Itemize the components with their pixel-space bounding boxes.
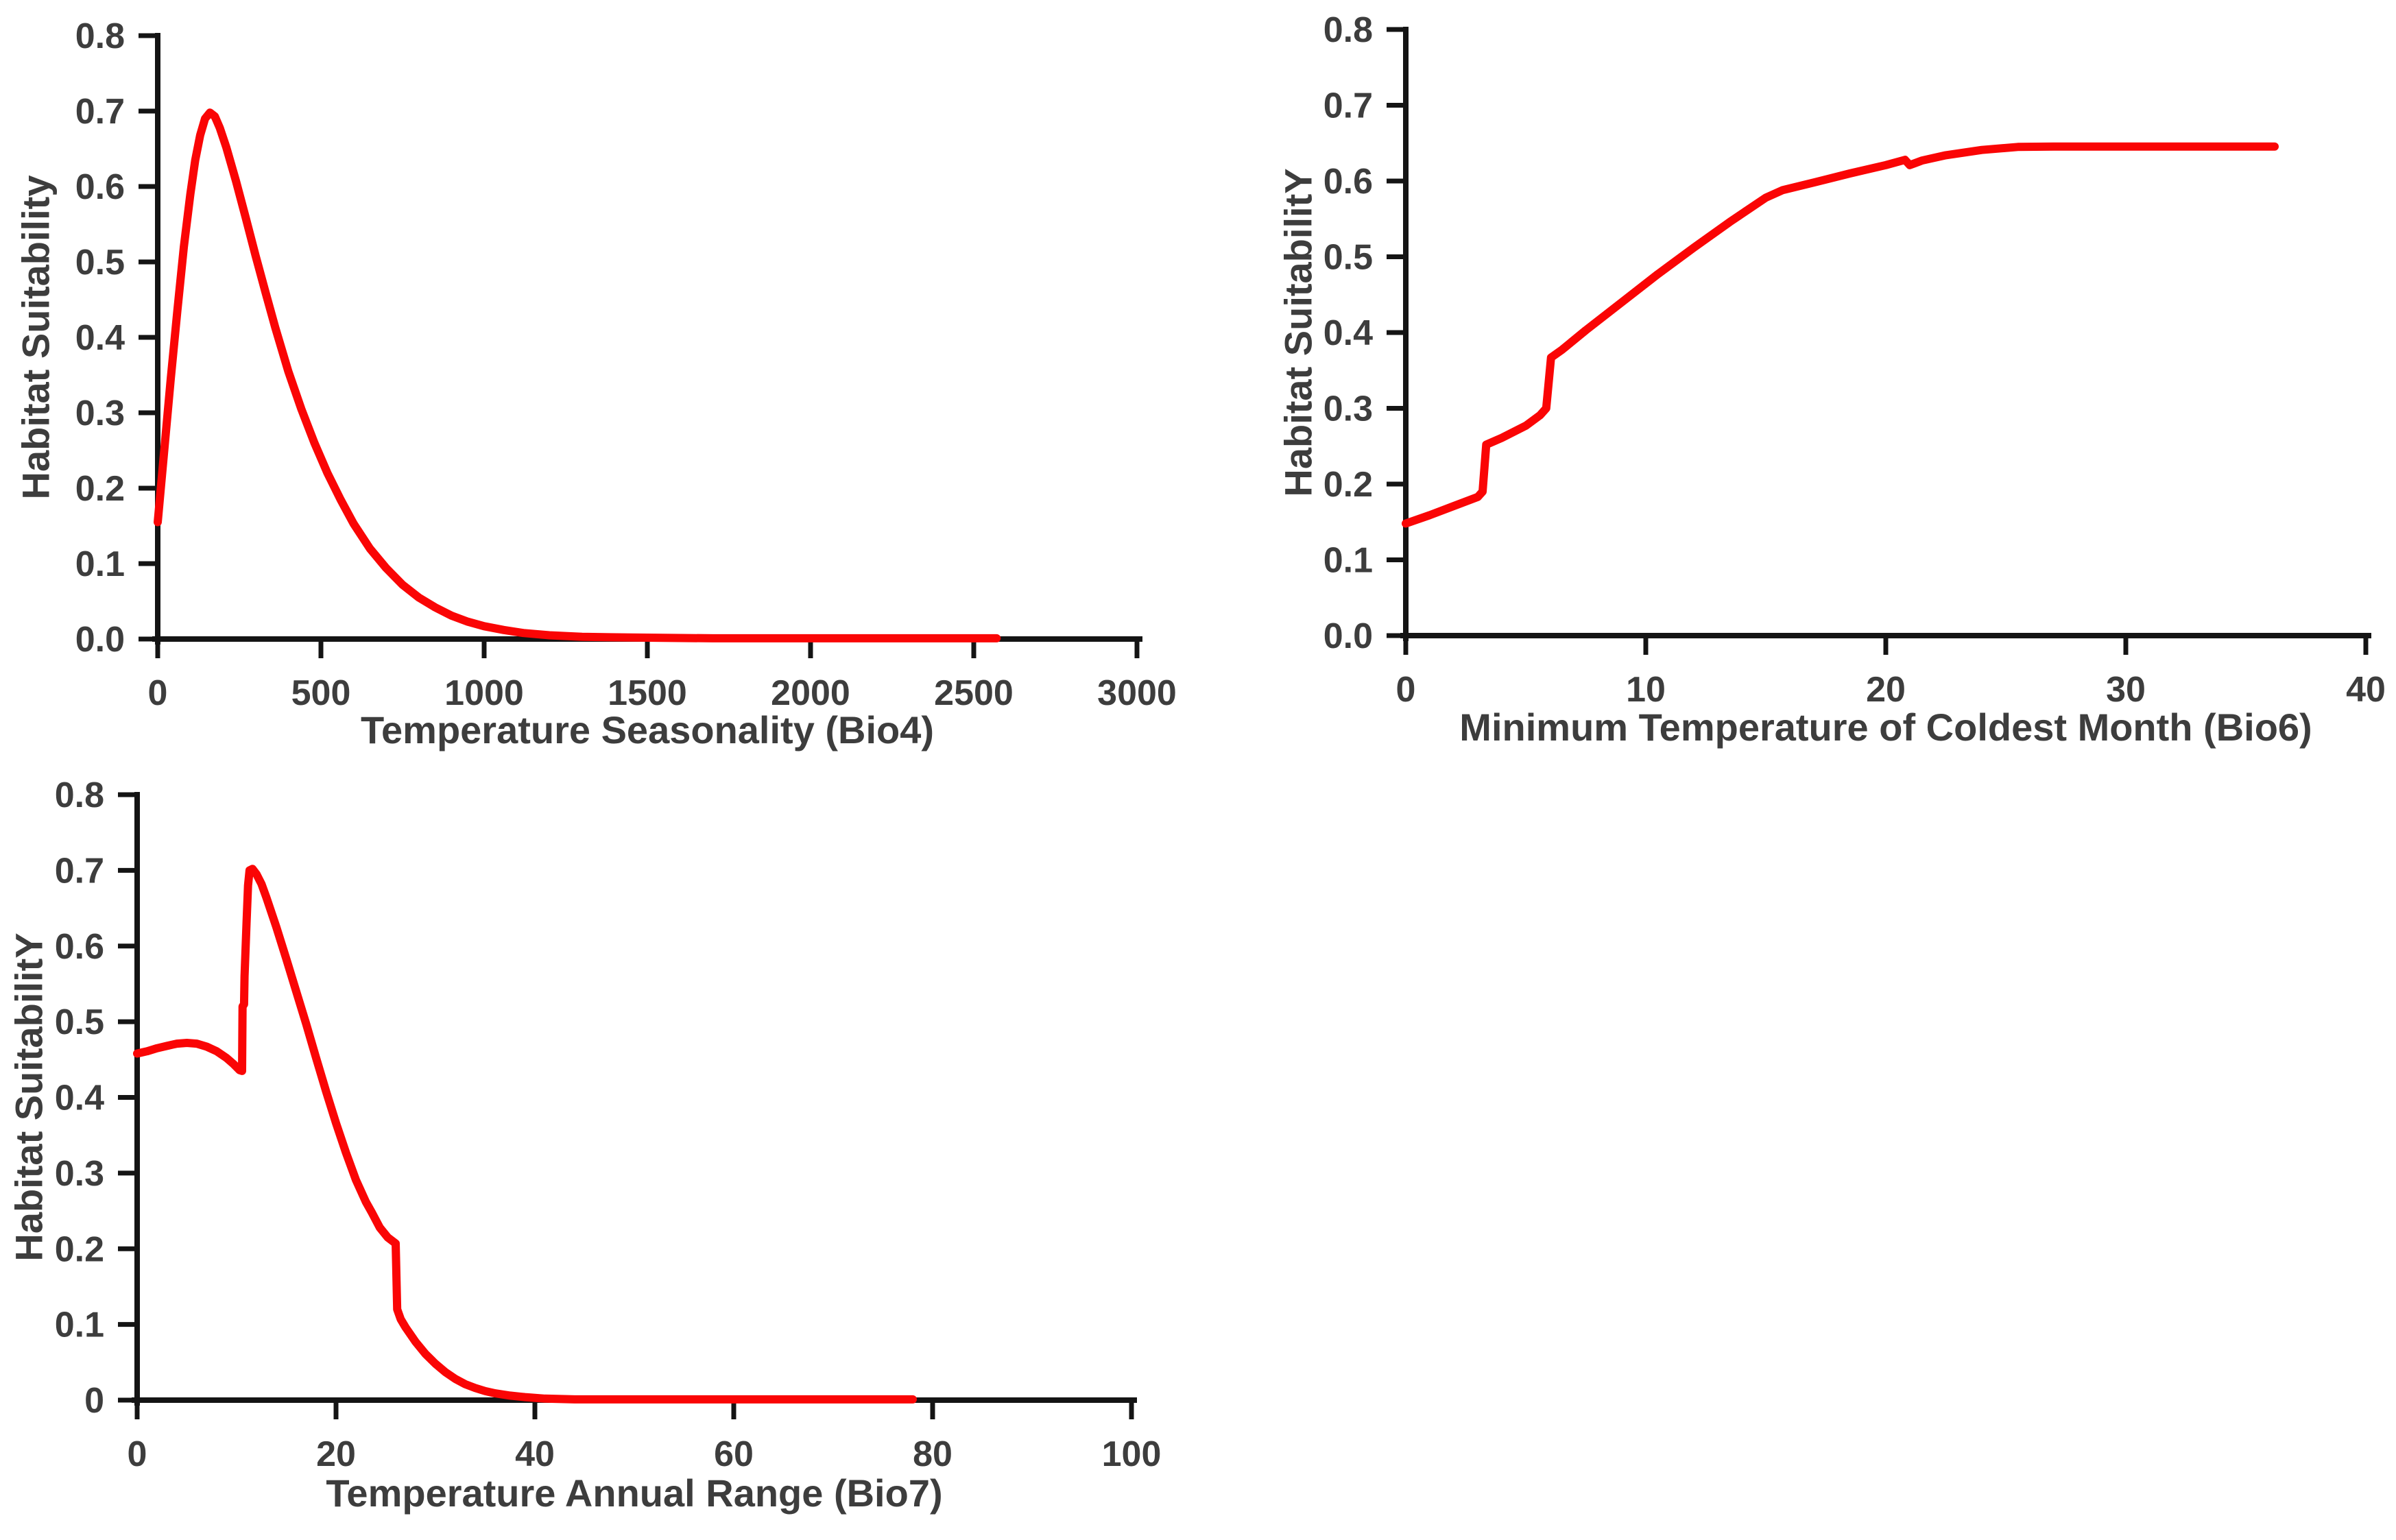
chart-bio7: 0 0.1 0.2 0.3 0.4 0.5 0.6 0.7 0.8 0 20 40 60 80 100 [55, 775, 1162, 1474]
y-tick-label: 0.7 [1323, 86, 1373, 126]
x-tick-label: 2500 [934, 673, 1014, 713]
x-tick-label: 20 [1866, 670, 1906, 710]
y-tick-label: 0.7 [55, 851, 104, 891]
bio6-x-axis-title: Minimum Temperature of Coldest Month (Bi… [1459, 706, 2312, 749]
y-tick-label: 0.5 [1323, 238, 1373, 278]
x-tick-label: 3000 [1097, 673, 1177, 713]
y-tick-label: 0.6 [1323, 162, 1373, 202]
y-tick-label: 0.6 [75, 167, 125, 207]
y-tick-label: 0.0 [1323, 616, 1373, 656]
bio4-y-axis-title: Habitat Suitability [14, 175, 58, 500]
y-tick-label: 0.1 [75, 544, 125, 584]
y-tick-label: 0.4 [1323, 313, 1373, 353]
chart-bio6: 0.0 0.1 0.2 0.3 0.4 0.5 0.6 0.7 0.8 0 10 20 30 40 [1323, 10, 2386, 710]
x-tick-label: 0 [128, 1434, 147, 1474]
y-tick-label: 0.1 [1323, 541, 1373, 581]
bio6-y-axis-title: Habitat SuitabilitY [1276, 168, 1320, 497]
y-tick-label: 0.2 [55, 1229, 104, 1269]
bio7-y-axis-title: Habitat SuitabilitY [7, 933, 51, 1262]
bio7-x-axis-title: Temperature Annual Range (Bio7) [326, 1471, 943, 1515]
bio4-x-axis-title: Temperature Seasonality (Bio4) [360, 708, 935, 751]
y-tick-label: 0.0 [75, 620, 125, 660]
y-tick-label: 0.4 [75, 318, 125, 358]
x-tick-label: 1500 [608, 673, 687, 713]
y-tick-label: 0.8 [55, 775, 104, 815]
chart-bio4: 0.0 0.1 0.2 0.3 0.4 0.5 0.6 0.7 0.8 0 500 1000 1500 2… [75, 16, 1177, 713]
y-tick-label: 0.3 [55, 1154, 104, 1194]
y-tick-label: 0.3 [1323, 389, 1373, 429]
x-tick-label: 40 [515, 1434, 555, 1474]
y-tick-label: 0.7 [75, 92, 125, 132]
y-tick-label: 0.4 [55, 1079, 104, 1118]
x-tick-label: 20 [316, 1434, 356, 1474]
x-tick-label: 0 [1396, 670, 1416, 710]
response-curve-bio7 [133, 865, 917, 1404]
y-tick-label: 0.2 [1323, 465, 1373, 505]
response-curve-bio6 [1402, 142, 2279, 528]
y-tick-label: 0.5 [55, 1002, 104, 1042]
x-tick-label: 30 [2106, 670, 2146, 710]
x-tick-label: 80 [913, 1434, 953, 1474]
x-tick-label: 10 [1626, 670, 1666, 710]
y-tick-label: 0.8 [75, 16, 125, 56]
y-tick-label: 0.2 [75, 469, 125, 509]
y-tick-label: 0.6 [55, 927, 104, 967]
x-tick-label: 40 [2346, 670, 2386, 710]
x-tick-label: 500 [291, 673, 351, 713]
y-tick-label: 0.1 [55, 1306, 104, 1345]
y-tick-label: 0.8 [1323, 10, 1373, 50]
x-tick-label: 60 [714, 1434, 754, 1474]
y-tick-label: 0 [84, 1381, 104, 1421]
y-tick-label: 0.5 [75, 243, 125, 282]
y-tick-label: 0.3 [75, 394, 125, 433]
x-tick-label: 0 [148, 673, 168, 713]
x-tick-label: 100 [1102, 1434, 1162, 1474]
response-curve-bio4 [154, 108, 1001, 642]
x-tick-label: 2000 [771, 673, 850, 713]
x-tick-label: 1000 [444, 673, 524, 713]
